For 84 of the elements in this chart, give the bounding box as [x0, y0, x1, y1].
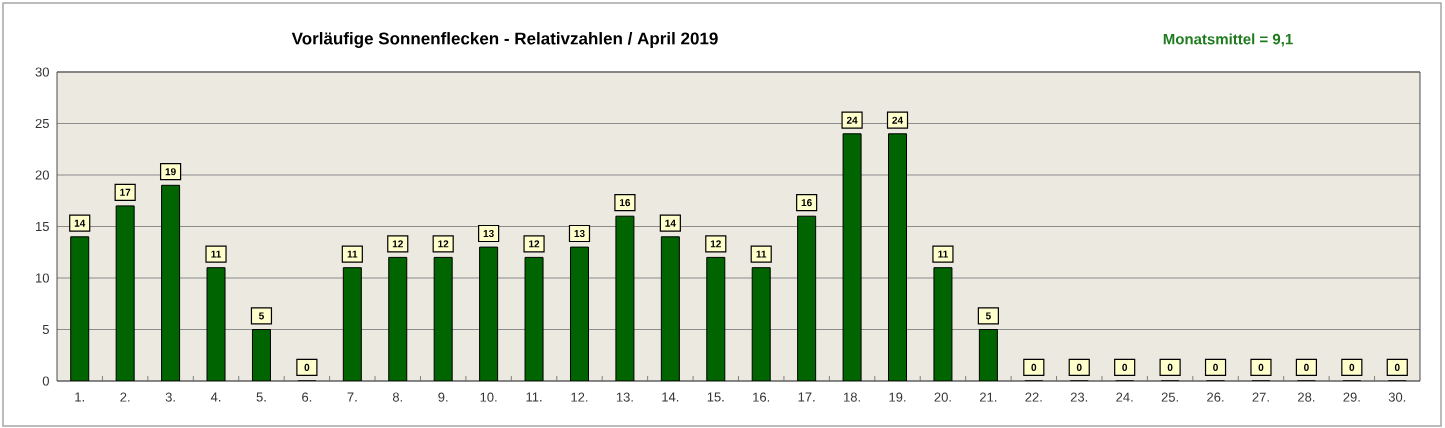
x-tick-label: 14. [662, 392, 679, 402]
data-label: 16 [801, 199, 812, 207]
y-tick-label: 25 [35, 118, 49, 129]
bar [342, 267, 362, 381]
data-label: 0 [1031, 363, 1037, 371]
data-label: 12 [710, 240, 721, 248]
y-tick-label: 5 [42, 324, 49, 335]
text: Monatsmittel = 9,1 [1163, 33, 1293, 47]
data-label: 0 [1258, 363, 1264, 371]
y-tick-label: 15 [36, 221, 49, 232]
x-tick-label: 3. [165, 392, 175, 402]
bar [161, 184, 181, 381]
data-label: 16 [619, 199, 631, 207]
x-tick-label: 17. [798, 392, 815, 402]
bar [569, 246, 589, 381]
data-label: 24 [892, 116, 904, 124]
data-label: 19 [165, 168, 176, 176]
data-label: 24 [846, 116, 858, 124]
x-tick-label: 7. [347, 392, 357, 402]
data-label: 0 [1213, 363, 1218, 371]
x-tick-label: 9. [438, 392, 448, 402]
data-label: 12 [392, 240, 403, 248]
data-label: 12 [529, 240, 540, 248]
x-tick-label: 11. [526, 392, 542, 402]
x-tick-label: 18. [844, 392, 860, 402]
data-label: 5 [985, 312, 991, 320]
data-label: 5 [258, 312, 264, 320]
x-tick-label: 15. [707, 392, 724, 402]
bar [70, 236, 90, 381]
x-tick-label: 8. [392, 392, 402, 402]
x-tick-label: 19. [889, 392, 906, 402]
y-tick-label: 10 [36, 273, 49, 283]
data-label: 17 [120, 188, 131, 196]
y-tick-label: 0 [42, 376, 49, 386]
x-tick-label: 24. [1116, 392, 1133, 402]
x-tick-label: 16. [753, 392, 770, 402]
data-label: 11 [938, 250, 948, 258]
x-tick-label: 12. [571, 392, 588, 402]
bar [251, 329, 271, 381]
x-tick-label: 10. [480, 392, 497, 402]
x-tick-label: 30. [1388, 392, 1406, 402]
bar [706, 256, 726, 381]
data-label: 0 [1122, 363, 1128, 371]
data-label: 13 [574, 229, 585, 238]
bar [978, 329, 998, 381]
data-label: 0 [1304, 363, 1309, 371]
x-tick-label: 4. [210, 392, 221, 402]
x-tick-label: 5. [256, 392, 266, 402]
bar [479, 246, 499, 381]
x-tick-label: 20. [934, 392, 951, 402]
x-tick-label: 6. [302, 392, 312, 402]
data-label: 14 [74, 219, 86, 227]
y-tick-label: 20 [35, 170, 49, 180]
bar [388, 256, 408, 381]
x-tick-label: 21. [980, 392, 997, 402]
data-label: 0 [1349, 363, 1355, 371]
x-tick-label: 29. [1343, 392, 1360, 402]
x-tick-label: 23. [1070, 392, 1088, 402]
data-label: 0 [1394, 363, 1400, 371]
bar [660, 236, 680, 381]
bar [751, 267, 771, 381]
x-tick-label: 27. [1252, 392, 1269, 402]
x-tick-label: 26. [1207, 392, 1224, 402]
x-tick-label: 22. [1025, 392, 1042, 402]
x-tick-label: 2. [120, 392, 130, 402]
bar [797, 215, 817, 381]
data-label: 12 [438, 240, 449, 248]
data-label: 0 [304, 363, 310, 371]
y-tick-label: 30 [35, 67, 49, 77]
data-label: 11 [347, 250, 358, 258]
bar [433, 256, 453, 381]
x-tick-label: 28. [1298, 392, 1315, 402]
x-tick-label: 13. [616, 392, 633, 402]
x-tick-label: 1. [75, 392, 84, 402]
chart-title: Vorläufige Sonnenflecken - Relativzahlen / April 2019 [291, 32, 718, 48]
bar [888, 133, 908, 381]
data-label: 13 [483, 229, 494, 238]
bar [115, 205, 135, 381]
data-label: 11 [211, 250, 222, 258]
x-tick-label: 25. [1161, 392, 1178, 402]
data-label: 0 [1076, 363, 1082, 371]
data-label: 11 [756, 250, 767, 258]
data-label: 0 [1167, 363, 1173, 371]
data-label: 14 [665, 219, 676, 227]
